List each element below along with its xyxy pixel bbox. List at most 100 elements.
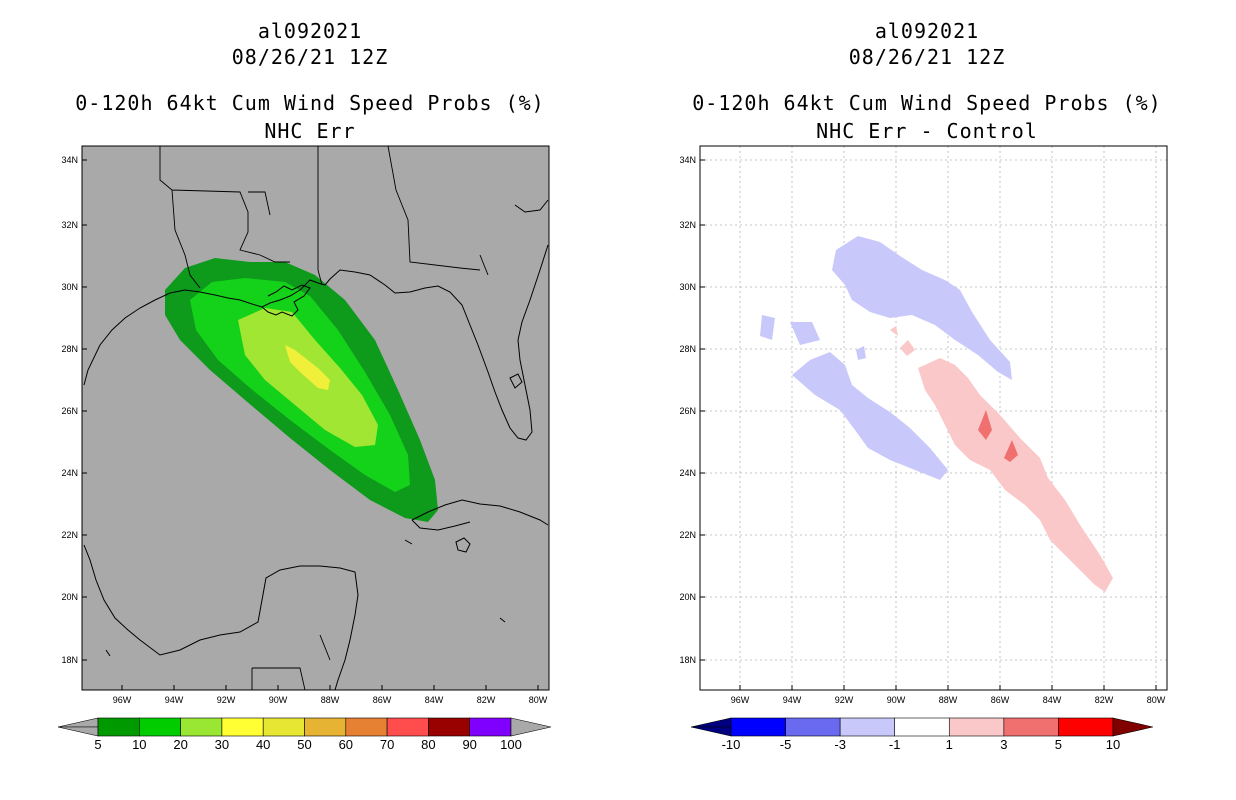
lon-tick-label: 92W	[835, 695, 854, 705]
right-axis-labels: 96W 94W 92W 90W 88W 86W 84W 82W 80W 34N 32N 30N 28N 2…	[679, 155, 1165, 705]
lon-tick-label: 92W	[217, 695, 236, 705]
colorbar-swatch	[386, 717, 429, 737]
right-datetime: 08/26/21 12Z	[848, 45, 1006, 69]
colorbar-label: 100	[500, 737, 522, 752]
lat-tick-label: 30N	[61, 282, 78, 292]
colorbar-label: 10	[132, 737, 146, 752]
colorbar-swatch	[262, 717, 305, 737]
left-storm-id: al092021	[257, 19, 363, 43]
lat-tick-label: 32N	[679, 220, 696, 230]
lon-tick-label: 82W	[1095, 695, 1114, 705]
colorbar-label: 5	[1055, 737, 1062, 752]
right-subtitle: NHC Err - Control	[816, 119, 1038, 143]
colorbar-swatch	[428, 717, 470, 737]
colorbar-label: 10	[1106, 737, 1120, 752]
colorbar-label: 80	[421, 737, 435, 752]
lon-tick-label: 96W	[731, 695, 750, 705]
right-contour-neg-north	[832, 236, 1012, 380]
colorbar-label: -5	[780, 737, 792, 752]
right-difference-contours	[760, 236, 1113, 592]
lat-tick-label: 28N	[61, 344, 78, 354]
lon-tick-label: 96W	[113, 695, 132, 705]
colorbar-label: 1	[946, 737, 953, 752]
colorbar-label: 60	[339, 737, 353, 752]
colorbar-label: 40	[256, 737, 270, 752]
colorbar-label: -10	[722, 737, 741, 752]
lon-tick-label: 90W	[887, 695, 906, 705]
lon-tick-label: 84W	[1043, 695, 1062, 705]
colorbar-swatch	[345, 717, 388, 737]
colorbar-swatch	[785, 717, 841, 737]
colorbar-swatch	[894, 717, 950, 737]
left-datetime: 08/26/21 12Z	[231, 45, 389, 69]
lat-tick-label: 30N	[679, 282, 696, 292]
right-map-panel	[699, 145, 1168, 691]
lat-tick-label: 26N	[679, 406, 696, 416]
right-product-title: 0-120h 64kt Cum Wind Speed Probs (%)	[692, 91, 1162, 115]
lon-tick-label: 94W	[783, 695, 802, 705]
colorbar-label: -3	[834, 737, 846, 752]
lon-tick-label: 94W	[165, 695, 184, 705]
lat-tick-label: 20N	[61, 592, 78, 602]
colorbar-label: 30	[215, 737, 229, 752]
lon-tick-label: 86W	[373, 695, 392, 705]
lat-tick-label: 24N	[61, 468, 78, 478]
right-contour-pos-small	[890, 326, 915, 356]
lat-tick-label: 34N	[679, 155, 696, 165]
left-colorbar: 5 10 20 30 40 50 60 70 80 90 100	[57, 717, 552, 752]
left-map-frame	[81, 145, 550, 691]
lon-tick-label: 80W	[1147, 695, 1166, 705]
right-map-frame	[699, 145, 1168, 691]
colorbar-swatch	[730, 717, 786, 737]
right-contour-pos3-b	[1004, 440, 1018, 462]
colorbar-swatch	[180, 717, 223, 737]
colorbar-swatch	[469, 717, 512, 737]
lat-tick-label: 24N	[679, 468, 696, 478]
colorbar-under-arrow	[690, 717, 732, 728]
lon-tick-label: 88W	[321, 695, 340, 705]
lat-tick-label: 20N	[679, 592, 696, 602]
left-contour-30pct	[285, 345, 330, 390]
lat-tick-label: 32N	[61, 220, 78, 230]
colorbar-label: 50	[297, 737, 311, 752]
lon-tick-label: 88W	[939, 695, 958, 705]
colorbar-swatch	[221, 717, 264, 737]
lat-tick-label: 22N	[679, 530, 696, 540]
colorbar-swatch	[139, 717, 181, 737]
lat-tick-label: 28N	[679, 344, 696, 354]
right-contour-neg-dot	[856, 346, 866, 360]
colorbar-swatch	[948, 717, 1005, 737]
lat-tick-label: 18N	[679, 655, 696, 665]
colorbar-label: -1	[889, 737, 901, 752]
lon-tick-label: 84W	[425, 695, 444, 705]
right-contour-neg-south	[792, 352, 948, 480]
right-storm-id: al092021	[874, 19, 980, 43]
right-map-background	[700, 146, 1167, 690]
lat-tick-label: 22N	[61, 530, 78, 540]
right-contour-pos3-a	[978, 410, 992, 440]
lon-tick-label: 80W	[529, 695, 548, 705]
lat-tick-label: 26N	[61, 406, 78, 416]
colorbar-label: 5	[94, 737, 101, 752]
colorbar-label: 90	[462, 737, 476, 752]
colorbar-label: 3	[1000, 737, 1007, 752]
left-product-title: 0-120h 64kt Cum Wind Speed Probs (%)	[75, 91, 545, 115]
colorbar-swatch	[1003, 717, 1059, 737]
colorbar-label: 70	[380, 737, 394, 752]
colorbar-swatch	[1058, 717, 1114, 737]
lat-tick-label: 34N	[61, 155, 78, 165]
colorbar-under-arrow	[57, 717, 99, 728]
colorbar-swatch	[304, 717, 347, 737]
lon-tick-label: 82W	[477, 695, 496, 705]
right-colorbar: -10 -5 -3 -1 1 3 5 10	[690, 717, 1154, 752]
right-contour-neg-west	[760, 315, 820, 345]
colorbar-over-arrow	[510, 717, 552, 737]
right-contour-pos-track	[918, 358, 1113, 592]
colorbar-swatch	[97, 717, 140, 737]
left-map-panel	[81, 145, 550, 691]
lon-tick-label: 90W	[269, 695, 288, 705]
left-axis-labels: 96W 94W 92W 90W 88W 86W 84W 82W 80W 34N 32N 30N 28N 2…	[61, 155, 547, 705]
colorbar-swatch	[839, 717, 896, 737]
colorbar-label: 20	[173, 737, 187, 752]
colorbar-over-arrow	[1112, 717, 1154, 737]
